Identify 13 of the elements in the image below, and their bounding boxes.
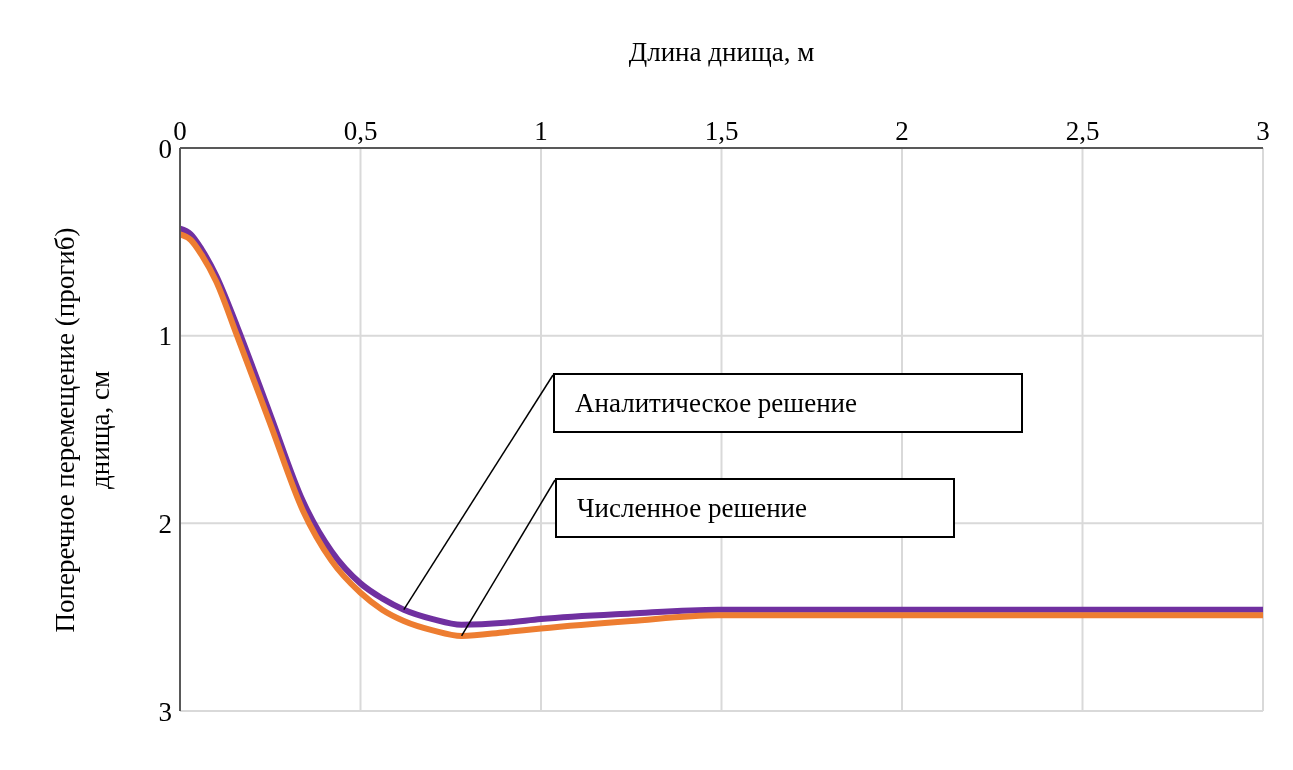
y-tick-label: 1: [158, 321, 172, 352]
y-tick-label: 3: [158, 696, 172, 727]
x-tick-label: 1,5: [704, 116, 739, 146]
x-tick-label: 2,5: [1065, 116, 1100, 146]
callout-box: Аналитическое решение: [553, 373, 1023, 433]
x-tick-label: 2: [895, 116, 909, 146]
y-axis-title: Поперечное перемещение (прогиб) днища, см: [49, 226, 116, 634]
x-axis-title: Длина днища, м: [628, 37, 815, 68]
x-tick-label: 0,5: [343, 116, 378, 146]
y-tick-label: 2: [158, 508, 172, 539]
x-tick-label: 1: [534, 116, 548, 146]
x-tick-label: 3: [1256, 116, 1270, 146]
callout-box: Численное решение: [555, 478, 955, 538]
